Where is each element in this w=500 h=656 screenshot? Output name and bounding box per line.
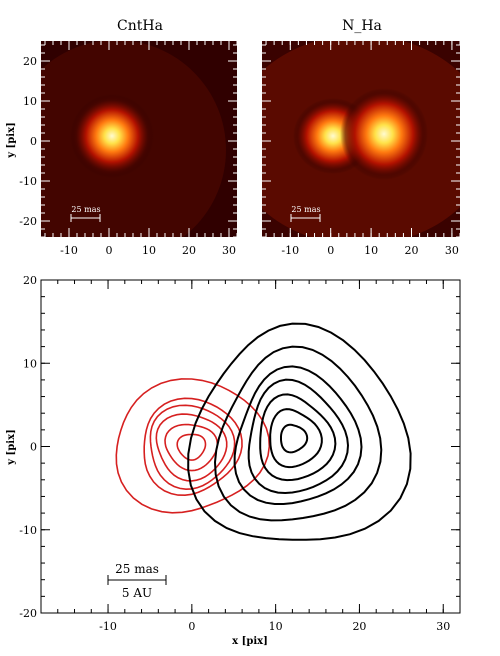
contour-panel-x-tick-label: 20	[352, 620, 366, 633]
contour-panel-x-tick-label: 10	[269, 620, 283, 633]
left-panel-title: CntHa	[117, 18, 163, 34]
right-panel-x-tick-label: 20	[405, 244, 419, 257]
left-panel-source	[70, 94, 154, 178]
right-panel-x-tick-label: 0	[327, 244, 334, 257]
red-contour	[155, 413, 228, 482]
bottom-scale-bottom-label: 5 AU	[122, 586, 152, 600]
contour-panel-x-tick-label: 0	[188, 620, 195, 633]
contour-panel: -10 0 10 20 30 -20 -10 0 10 20 x [pix] y [pix] 25…	[6, 274, 461, 647]
left-panel-y-tick-label: 10	[23, 95, 37, 108]
contour-panel-y-tick-label: -20	[19, 607, 37, 620]
contour-panel-xlabel: x [pix]	[232, 636, 268, 647]
contour-panel-frame	[40, 279, 461, 614]
contour-panel-x-tick-label: 30	[436, 620, 450, 633]
left-panel-y-tick-label: 20	[23, 55, 37, 68]
right-panel-x-tick-label: -10	[281, 244, 299, 257]
left-panel-x-tick-label: 30	[222, 244, 236, 257]
contour-panel-y-tick-label: -10	[19, 524, 37, 537]
right-panel-title: N_Ha	[342, 18, 382, 34]
black-contour	[187, 322, 412, 541]
right-panel-x-tick-label: 10	[364, 244, 378, 257]
contour-panel-y-tick-label: 20	[23, 274, 37, 287]
right-panel-source-right	[340, 88, 428, 180]
contour-panel-y-tick-label: 10	[23, 357, 37, 370]
red-contour	[143, 397, 243, 497]
red-contour	[164, 423, 219, 472]
left-panel-x-tick-label: 10	[142, 244, 156, 257]
left-panel-x-tick-label: -10	[60, 244, 78, 257]
contour-panel-x-tick-label: -10	[99, 620, 117, 633]
black-contour	[233, 365, 363, 505]
black-contour	[213, 345, 383, 522]
right-panel-x-tick-label: 30	[445, 244, 459, 257]
left-panel: CntHa -10 0 10 20 30 -20 -10 0 10 20 y [pix] 25 m…	[6, 18, 238, 257]
right-scale-label: 25 mas	[291, 205, 320, 214]
left-panel-x-tick-label: 0	[106, 244, 113, 257]
black-contour	[280, 423, 309, 454]
left-panel-x-tick-label: 20	[182, 244, 196, 257]
black-contour	[269, 408, 323, 469]
black-contour	[247, 378, 350, 495]
left-panel-ylabel: y [pix]	[6, 122, 17, 159]
black-contour	[259, 393, 337, 482]
left-scale-label: 25 mas	[71, 205, 100, 214]
left-panel-y-tick-label: -20	[19, 215, 37, 228]
left-panel-y-tick-label: 0	[30, 135, 37, 148]
contour-panel-y-tick-label: 0	[30, 441, 37, 454]
contour-panel-ylabel: y [pix]	[6, 429, 17, 466]
left-panel-y-tick-label: -10	[19, 175, 37, 188]
bottom-scale-top-label: 25 mas	[115, 562, 159, 576]
red-contour	[149, 404, 236, 491]
red-contour	[176, 433, 207, 461]
right-panel: N_Ha -10 0 10 20 30 25 mas	[262, 18, 461, 257]
